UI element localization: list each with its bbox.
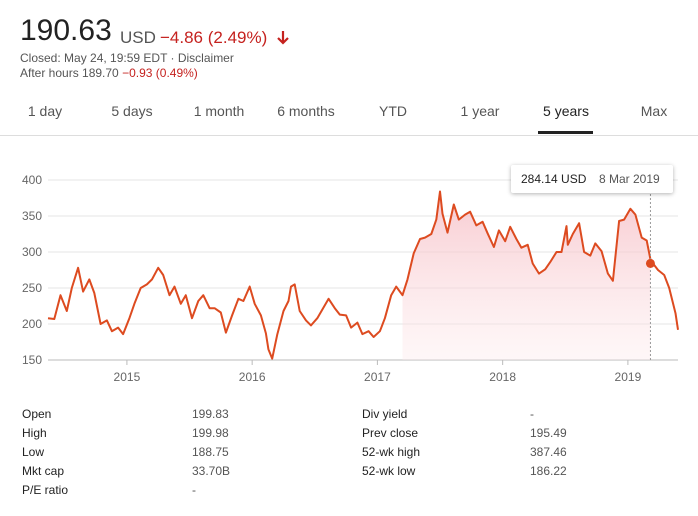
stock-price: 190.63 xyxy=(20,14,112,47)
stat-value: 199.83 xyxy=(192,407,229,421)
price-change: −4.86 (2.49%) xyxy=(160,28,268,47)
stat-value: 387.46 xyxy=(530,445,567,459)
stat-label: High xyxy=(22,426,47,440)
stat-row-mkt-cap: Mkt cap 33.70B xyxy=(22,462,322,481)
arrow-down-icon xyxy=(277,31,289,45)
y-tick-label: 400 xyxy=(22,173,42,187)
stat-value: 195.49 xyxy=(530,426,567,440)
tab-1-day[interactable]: 1 day xyxy=(27,103,63,119)
tab-ytd[interactable]: YTD xyxy=(379,103,407,119)
stat-row-open: Open 199.83 xyxy=(22,405,322,424)
y-tick-label: 250 xyxy=(22,281,42,295)
stat-value: - xyxy=(530,407,534,421)
y-tick-label: 200 xyxy=(22,317,42,331)
price-line xyxy=(47,190,679,360)
stat-value: - xyxy=(192,483,196,497)
closed-status: Closed: May 24, 19:59 EDT · Disclaimer xyxy=(20,51,234,65)
currency-label: USD xyxy=(120,28,156,47)
tab-5-years[interactable]: 5 years xyxy=(543,103,589,119)
stats-left: Open 199.83 High 199.98 Low 188.75 Mkt cap 3… xyxy=(22,405,322,500)
after-hours-change: −0.93 (0.49%) xyxy=(122,66,198,80)
tab-1-month[interactable]: 1 month xyxy=(193,103,245,119)
stat-label: Div yield xyxy=(362,407,408,421)
stat-label: P/E ratio xyxy=(22,483,69,497)
stat-label: Mkt cap xyxy=(22,464,65,478)
tab-6-months[interactable]: 6 months xyxy=(277,103,335,119)
stat-row-52wk-low: 52-wk low 186.22 xyxy=(362,462,682,481)
stat-label: 52-wk high xyxy=(362,445,421,459)
stat-label: 52-wk low xyxy=(362,464,416,478)
x-tick-label: 2017 xyxy=(364,370,391,384)
stat-label: Low xyxy=(22,445,45,459)
stat-row-low: Low 188.75 xyxy=(22,443,322,462)
price-chart[interactable]: 400 350 300 250 200 150 2015 2016 2017 2018 2019 xyxy=(0,150,698,395)
stat-value: 188.75 xyxy=(192,445,229,459)
x-tick-label: 2016 xyxy=(239,370,266,384)
stats-right: Div yield - Prev close 195.49 52-wk high 38… xyxy=(362,405,682,481)
y-tick-label: 150 xyxy=(22,353,42,367)
hover-tooltip: 284.14 USD 8 Mar 2019 xyxy=(511,165,673,193)
active-tab-indicator xyxy=(538,131,593,134)
tooltip-date: 8 Mar 2019 xyxy=(599,172,660,186)
stat-label: Open xyxy=(22,407,52,421)
y-tick-label: 300 xyxy=(22,245,42,259)
stat-label: Prev close xyxy=(362,426,419,440)
stat-row-div-yield: Div yield - xyxy=(362,405,682,424)
stat-value: 199.98 xyxy=(192,426,229,440)
y-tick-label: 350 xyxy=(22,209,42,223)
stat-row-pe-ratio: P/E ratio - xyxy=(22,481,322,500)
tab-max[interactable]: Max xyxy=(640,103,668,119)
chart-area-fill xyxy=(402,191,651,360)
after-hours: After hours 189.70 −0.93 (0.49%) xyxy=(20,66,198,80)
stat-row-prev-close: Prev close 195.49 xyxy=(362,424,682,443)
stat-row-high: High 199.98 xyxy=(22,424,322,443)
tab-1-year[interactable]: 1 year xyxy=(460,103,500,119)
range-tabs: 1 day 5 days 1 month 6 months YTD 1 year… xyxy=(0,95,698,136)
x-tick-label: 2019 xyxy=(615,370,642,384)
after-hours-label: After hours 189.70 xyxy=(20,66,119,80)
stat-value: 33.70B xyxy=(192,464,231,478)
tooltip-price: 284.14 USD xyxy=(521,172,587,186)
x-tick-label: 2015 xyxy=(114,370,141,384)
tab-5-days[interactable]: 5 days xyxy=(111,103,153,119)
x-tick-label: 2018 xyxy=(489,370,516,384)
stat-value: 186.22 xyxy=(530,464,567,478)
hover-point xyxy=(645,258,655,268)
stat-row-52wk-high: 52-wk high 387.46 xyxy=(362,443,682,462)
